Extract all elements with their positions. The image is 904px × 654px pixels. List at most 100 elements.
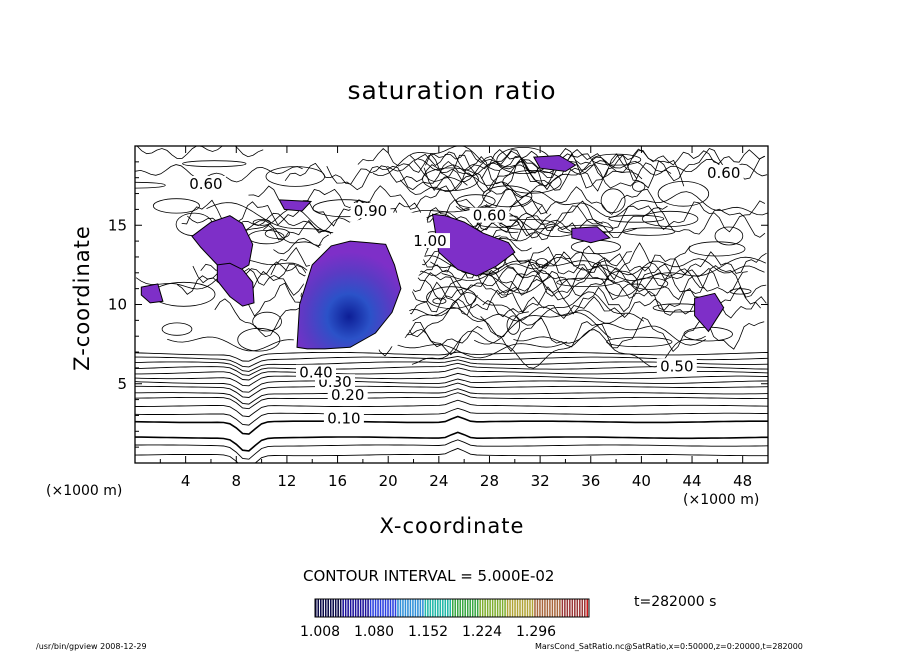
contour-loop [632,181,646,192]
contour-label-bg [410,233,450,249]
colorbar-cell [367,599,369,617]
colorbar-cell [494,599,496,617]
x-tick-label: 8 [232,472,242,490]
colorbar-cell [377,599,379,617]
colorbar-cell [556,599,559,617]
contour-line [497,261,767,300]
x-tick-label: 36 [581,472,600,490]
contour-label: 0.40 [299,364,332,382]
contour-line [284,162,468,186]
colorbar-cell [561,599,564,617]
colorbar-cell [514,599,516,617]
colorbar-cell [404,599,407,617]
contour-line [135,431,768,452]
contour-loop [606,336,673,347]
x-tick-label: 28 [480,472,499,490]
contour-label: 0.60 [707,164,740,182]
contour-line [513,322,706,346]
colorbar-cell [581,599,584,617]
contour-line [326,160,672,193]
contour-loop [714,226,744,246]
colorbar-cell [349,599,352,617]
colorbar-cell [464,599,466,617]
contour-label: 0.90 [354,202,387,220]
colorbar-cell [399,599,402,617]
contour-line [480,316,765,353]
contour-loop [499,218,556,230]
colorbar-cell [352,599,354,617]
supersaturated-region [571,226,611,244]
x-tick-label: 16 [328,472,347,490]
colorbar-cell [559,599,561,617]
contour-line [399,175,543,198]
colorbar-cell [447,599,449,617]
contour-line [135,447,768,463]
colorbar-cell [317,599,320,617]
x-tick-label: 4 [181,472,191,490]
contour-loop [264,228,290,239]
contour-line [135,388,768,405]
contour-line [430,257,765,276]
colorbar-cell [506,599,509,617]
colorbar-cell [571,599,574,617]
contour-line [135,439,768,460]
supersaturated-region [532,154,577,172]
contour-label-bg [350,203,391,218]
colorbar-cell [392,599,394,617]
colorbar-cell [541,599,544,617]
colorbar-cell [521,599,524,617]
contour-loop [622,227,676,236]
contour-label-bg [703,164,744,180]
contour-line [387,158,768,177]
contour-line [135,415,768,435]
contour-line [409,148,765,167]
x-tick-label: 24 [429,472,448,490]
colorbar-cell [579,599,581,617]
colorbar-cell [566,599,569,617]
colorbar-cell [539,599,541,617]
colorbar-cell [417,599,419,617]
contour-line [206,202,638,240]
contour-label-bg [327,386,368,402]
contour-label: 0.50 [660,357,693,375]
colorbar-cell [501,599,504,617]
colorbar-cell [382,599,384,617]
colorbar-cell [469,599,471,617]
contour-line [509,190,768,218]
contour-loop [502,170,562,194]
contour-label: 0.60 [473,207,506,225]
x-unit-left: (×1000 m) [46,483,123,499]
colorbar-cell [439,599,442,617]
colorbar-cell [569,599,571,617]
colorbar-cell [444,599,447,617]
colorbar-cell [491,599,494,617]
colorbar-cell [516,599,519,617]
contour-label: 0.20 [331,386,364,404]
footer-dataset: MarsCond_SatRatio.nc@SatRatio,x=0:50000,… [535,642,803,651]
contour-label: 0.60 [189,175,222,193]
supersaturated-region [296,240,402,350]
colorbar-cell [362,599,364,617]
contour-line [135,407,768,426]
contour-label-bg [185,176,226,191]
colorbar-cell [484,599,486,617]
colorbar-cell [526,599,529,617]
contour-label: 1.00 [413,232,446,250]
supersaturated-region [191,215,254,277]
x-axis-label: X-coordinate [379,514,525,538]
colorbar-cell [489,599,491,617]
colorbar-cell [554,599,556,617]
contour-line [136,146,264,159]
contour-label: 0.10 [327,410,360,428]
contour-loop [535,258,549,268]
colorbar-cell [372,599,374,617]
colorbar-cell [536,599,539,617]
contour-line [441,256,766,282]
contour-line [469,186,668,215]
contour-interval-label: CONTOUR INTERVAL = 5.000E-02 [303,567,555,585]
colorbar-cell [422,599,424,617]
contour-loop [688,241,746,257]
colorbar-cell [327,599,329,617]
colorbar-cell [369,599,372,617]
